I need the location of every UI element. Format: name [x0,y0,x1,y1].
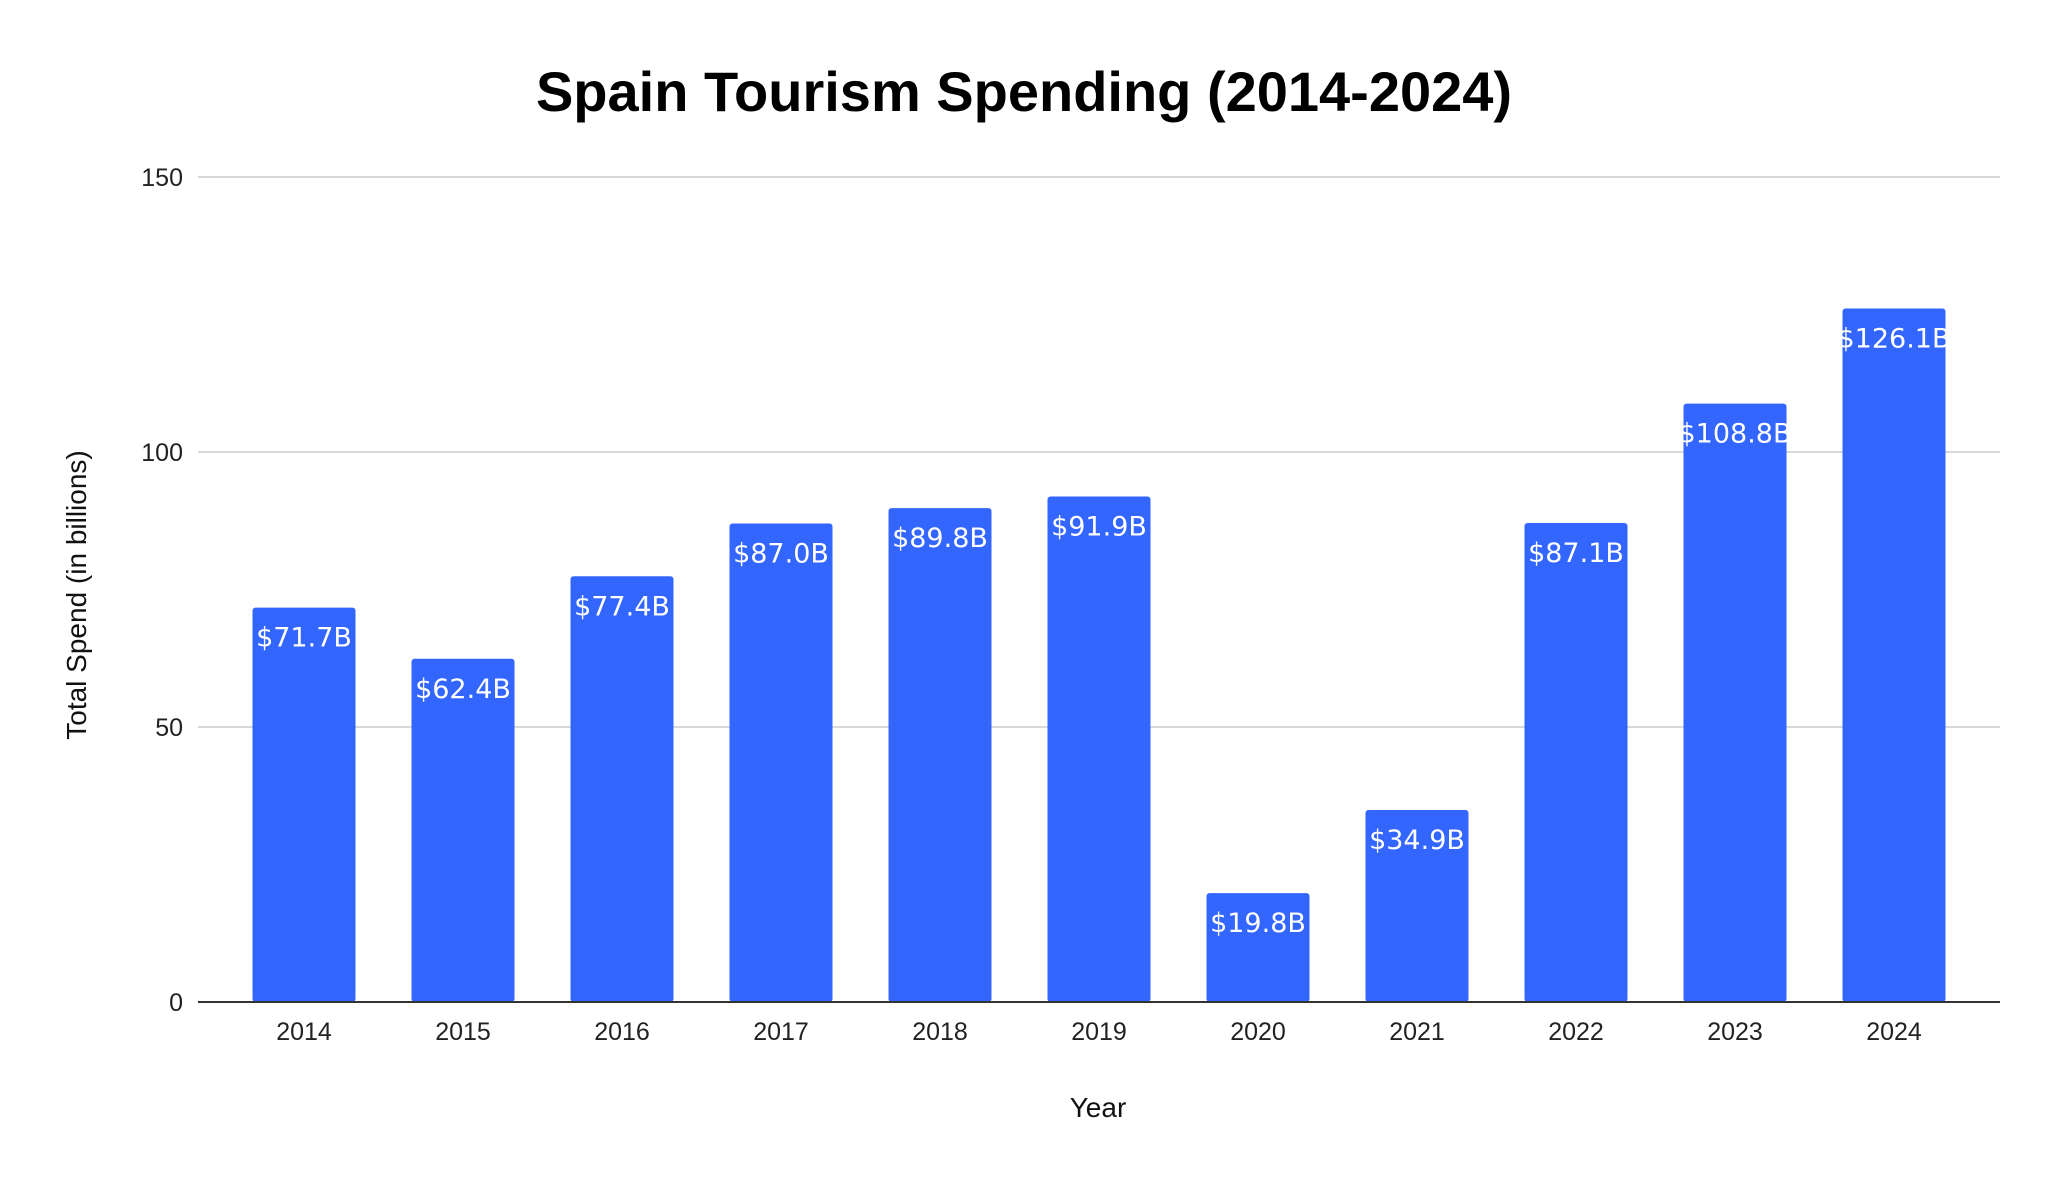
bar-2018 [888,508,992,1002]
y-tick-label: 50 [155,714,183,742]
data-label-2021: $34.9B [1369,825,1465,856]
x-tick-label-2021: 2021 [1389,1018,1445,1046]
bar-2023 [1683,403,1787,1003]
bar-2020 [1206,893,1310,1002]
y-tick-label: 100 [141,439,183,467]
bar-2016 [570,576,674,1002]
x-tick-label-2022: 2022 [1548,1018,1604,1046]
bar-2022 [1524,522,1628,1002]
x-tick-label-2018: 2018 [912,1018,968,1046]
data-label-2020: $19.8B [1210,908,1306,939]
x-tick-label-2020: 2020 [1230,1018,1286,1046]
data-label-2019: $91.9B [1051,512,1147,543]
bar-2019 [1047,496,1151,1002]
x-axis-ticks: 2014 2015 2016 2017 2018 2019 2020 2021 2022 2023… [276,1018,1922,1046]
y-tick-label: 150 [141,164,183,192]
x-tick-label-2016: 2016 [594,1018,650,1046]
x-tick-label-2017: 2017 [753,1018,809,1046]
bar-2024 [1842,308,1946,1002]
data-label-2016: $77.4B [574,591,670,622]
data-label-2022: $87.1B [1528,538,1624,569]
x-tick-label-2023: 2023 [1707,1018,1763,1046]
x-tick-label-2024: 2024 [1866,1018,1922,1046]
y-tick-label: 0 [169,989,183,1017]
bar-2014 [252,607,356,1002]
x-tick-label-2014: 2014 [276,1018,332,1046]
data-label-2014: $71.7B [256,623,352,654]
data-labels: $71.7B $62.4B $77.4B $87.0B $89.8B $91.9B $19.… [256,323,1950,939]
data-label-2024: $126.1B [1838,323,1951,354]
bar-2017 [729,523,833,1002]
data-label-2023: $108.8B [1679,419,1792,450]
y-axis-title: Total Spend (in billions) [61,450,92,740]
x-axis-title: Year [1070,1092,1127,1123]
bar-2015 [411,658,515,1002]
x-tick-label-2019: 2019 [1071,1018,1127,1046]
data-label-2015: $62.4B [415,674,511,705]
bar-2021 [1365,810,1469,1002]
data-label-2017: $87.0B [733,539,829,570]
y-axis-ticks: 0 50 100 150 [141,164,183,1017]
x-tick-label-2015: 2015 [435,1018,491,1046]
data-label-2018: $89.8B [892,523,988,554]
bars [252,308,1946,1003]
chart-title: Spain Tourism Spending (2014-2024) [536,60,1512,123]
